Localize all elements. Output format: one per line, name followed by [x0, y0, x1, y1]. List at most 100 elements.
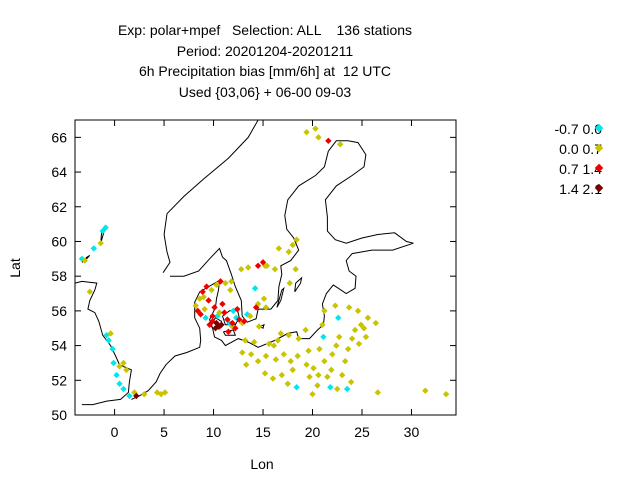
data-point [262, 352, 270, 360]
y-axis-label: Lat [7, 258, 23, 278]
data-point [265, 340, 273, 348]
data-point [324, 373, 331, 381]
x-tick-label: 15 [255, 424, 271, 440]
data-point [254, 358, 262, 365]
x-tick-label: 5 [160, 424, 168, 440]
legend-entry: -0.7 0.0 [490, 120, 640, 140]
data-point [285, 248, 292, 256]
data-point [294, 352, 301, 360]
legend-entry: 0.7 1.4 [490, 160, 640, 180]
data-point [192, 302, 199, 309]
data-point [254, 262, 262, 269]
data-point [336, 333, 343, 341]
data-point [338, 371, 346, 379]
y-tick-label: 60 [51, 233, 67, 249]
data-point [200, 293, 207, 301]
data-point [255, 323, 263, 330]
data-point [243, 361, 250, 368]
y-tick-label: 62 [51, 199, 67, 215]
data-point [321, 307, 328, 315]
data-point [302, 326, 309, 334]
data-point [269, 375, 277, 382]
data-point [374, 389, 382, 396]
legend-marker [594, 123, 604, 133]
coastline [294, 276, 303, 293]
data-point [120, 385, 127, 393]
data-point [222, 279, 229, 287]
data-point [337, 141, 344, 148]
data-point [229, 323, 236, 330]
data-point [228, 278, 235, 285]
data-point [272, 356, 280, 363]
y-tick-label: 66 [51, 129, 67, 145]
data-point [241, 318, 248, 325]
data-point [351, 326, 359, 334]
data-point [274, 337, 282, 344]
data-point [224, 316, 231, 323]
data-point [309, 390, 316, 398]
data-point [344, 345, 352, 353]
x-axis-label: Lon [250, 456, 273, 472]
data-point [286, 279, 293, 287]
data-point [133, 392, 140, 400]
data-point [348, 335, 356, 342]
data-point [305, 347, 312, 354]
data-point [252, 304, 260, 311]
data-point [126, 392, 133, 400]
data-point [270, 342, 278, 349]
x-tick-label: 25 [354, 424, 370, 440]
data-point [141, 390, 148, 398]
data-point [319, 321, 326, 328]
data-point [99, 227, 106, 235]
data-point [225, 328, 232, 335]
coastline [162, 119, 259, 273]
data-point [120, 359, 127, 367]
title-line-4: Used {03,06} + 06-00 09-03 [178, 83, 352, 100]
data-point [320, 333, 327, 341]
data-point [109, 345, 116, 353]
data-point [341, 358, 349, 365]
data-point [251, 285, 259, 292]
data-point [197, 311, 204, 318]
data-point [328, 366, 335, 374]
data-point [105, 337, 112, 344]
data-point [292, 266, 299, 273]
data-point [295, 335, 302, 342]
data-point [345, 304, 353, 311]
x-tick-label: 10 [206, 424, 222, 440]
data-point [310, 364, 317, 372]
y-tick-label: 54 [51, 338, 67, 354]
y-tick-label: 64 [51, 164, 67, 180]
data-point [280, 351, 288, 358]
data-point [208, 286, 215, 294]
data-point [113, 371, 120, 379]
data-point [332, 302, 339, 309]
data-point [277, 330, 285, 337]
legend-entry: 0.0 0.7 [490, 140, 640, 160]
data-point [238, 266, 245, 273]
data-point [201, 305, 208, 313]
data-point [219, 300, 226, 308]
data-point [442, 390, 450, 398]
data-point [202, 314, 209, 322]
data-point [153, 389, 161, 396]
data-point [194, 307, 201, 315]
data-point [278, 371, 286, 379]
data-point [333, 342, 340, 349]
plot-frame [74, 119, 457, 416]
data-point [102, 224, 109, 231]
data-point [289, 366, 296, 374]
data-point [364, 314, 372, 322]
coastline [74, 280, 132, 406]
data-points [78, 125, 450, 400]
data-point [116, 380, 123, 387]
data-point [199, 288, 206, 295]
axis-ticks: 0 5 10 15 20 25 30 50 52 54 56 58 60 62 64 66 [51, 120, 456, 440]
data-point [81, 257, 89, 264]
data-point [246, 312, 254, 320]
data-point [110, 359, 117, 367]
data-point [213, 281, 220, 289]
data-point [372, 319, 380, 327]
x-tick-label: 0 [111, 424, 119, 440]
data-point [293, 236, 300, 243]
